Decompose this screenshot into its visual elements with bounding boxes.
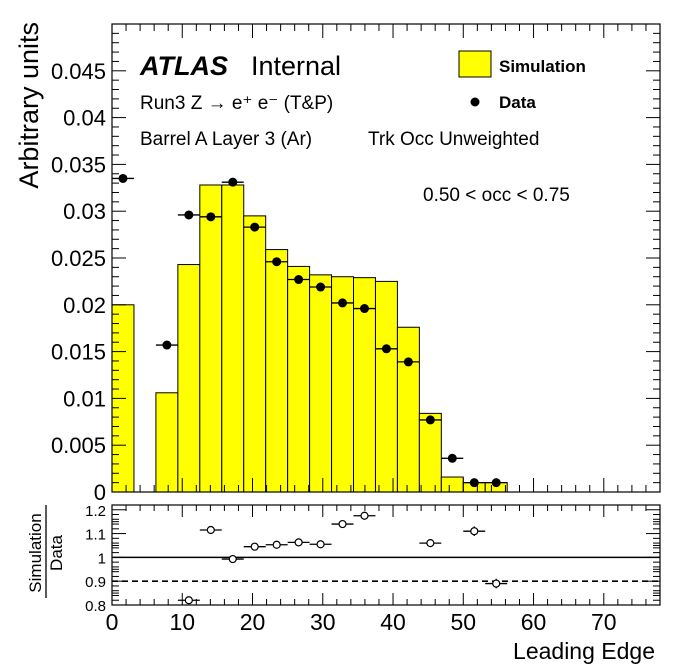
- y-tick-label: 0.015: [51, 340, 106, 365]
- main-axes: 0 0.005 0.01 0.015 0.02 0.025 0.03 0.035 0.04 0.0…: [51, 23, 661, 505]
- simulation-bar: [221, 184, 245, 493]
- simulation-bar: [265, 249, 289, 493]
- ratio-reference-lines: [112, 556, 660, 582]
- simulation-bar: [309, 274, 333, 493]
- ratio-y-axis-label: Simulation Data: [26, 505, 66, 598]
- detector-label: Barrel A Layer 3 (Ar): [140, 129, 312, 150]
- data-point: [491, 478, 501, 488]
- ratio-point: [228, 554, 237, 564]
- status-label: Internal: [251, 51, 341, 81]
- legend-data-marker: [470, 97, 480, 107]
- simulation-bar: [331, 276, 355, 493]
- data-point: [184, 210, 194, 220]
- x-tick-label: 50: [450, 609, 476, 635]
- ratio-point: [338, 519, 347, 529]
- data-point: [425, 415, 435, 425]
- simulation-bar: [243, 215, 267, 493]
- data-point: [294, 275, 304, 285]
- ratio-frame: [111, 504, 661, 606]
- data-point: [469, 478, 479, 488]
- simulation-bar: [287, 265, 311, 493]
- ratio-point: [250, 542, 259, 551]
- data-point: [250, 222, 260, 232]
- ratio-y-tick-label: 0.8: [85, 598, 106, 615]
- data-point: [381, 344, 391, 354]
- data-points: [112, 173, 508, 488]
- y-tick-label: 0.045: [51, 59, 106, 84]
- x-axis-label: Leading Edge: [513, 638, 655, 664]
- simulation-bar: [155, 392, 179, 493]
- y-tick-label: 0.04: [63, 106, 106, 131]
- y-tick-label: 0.025: [51, 246, 106, 271]
- ratio-point: [492, 579, 501, 588]
- data-point: [359, 304, 369, 314]
- y-tick-label: 0.01: [63, 386, 106, 411]
- x-tick-label: 40: [380, 609, 406, 635]
- occupancy-label: 0.50 < occ < 0.75: [423, 185, 570, 206]
- x-tick-label: 30: [310, 609, 336, 635]
- ratio-ylabel-denominator: Data: [47, 535, 66, 571]
- ratio-point: [470, 527, 479, 536]
- data-point: [228, 177, 238, 187]
- ratio-point: [294, 538, 303, 547]
- ratio-y-tick-label: 1: [98, 550, 106, 567]
- ratio-y-tick-label: 0.9: [85, 574, 106, 591]
- ratio-axes: 0.8 0.9 1 1.1 1.2 0 10 20 30 40 50 60 70: [85, 503, 661, 635]
- data-point: [272, 257, 282, 267]
- y-tick-label: 0.005: [51, 433, 106, 458]
- ratio-point: [426, 538, 435, 548]
- ratio-panel: 0.8 0.9 1 1.1 1.2 0 10 20 30 40 50 60 70 Simulation …: [26, 503, 661, 664]
- legend-simulation-swatch: [458, 50, 492, 78]
- data-point: [206, 212, 216, 222]
- legend-data-label: Data: [499, 93, 536, 112]
- ratio-point: [184, 596, 193, 605]
- simulation-bar: [199, 184, 223, 493]
- main-panel: 0 0.005 0.01 0.015 0.02 0.025 0.03 0.035 0.04 0.0…: [14, 22, 661, 505]
- y-axis-label: Arbitrary units: [14, 22, 44, 189]
- data-point: [162, 340, 172, 350]
- legend: Simulation Data: [458, 50, 586, 112]
- atlas-label: ATLAS: [139, 51, 228, 81]
- simulation-bar: [440, 476, 464, 493]
- ratio-y-tick-label: 1.2: [85, 503, 106, 520]
- ratio-point: [360, 511, 369, 520]
- ratio-points: [177, 511, 508, 605]
- ratio-point: [272, 540, 281, 549]
- y-tick-label: 0.035: [51, 152, 106, 177]
- x-tick-label: 0: [106, 609, 119, 635]
- x-tick-label: 20: [240, 609, 266, 635]
- data-point: [316, 282, 326, 292]
- simulation-bar: [374, 280, 398, 493]
- simulation-bar: [396, 326, 420, 493]
- data-point: [403, 357, 413, 367]
- x-tick-label: 60: [521, 609, 547, 635]
- simulation-bar: [418, 412, 442, 493]
- simulation-bar: [177, 264, 201, 493]
- data-point: [118, 173, 128, 183]
- ratio-point: [316, 540, 325, 549]
- data-point: [338, 298, 348, 308]
- ratio-point: [206, 525, 215, 535]
- ratio-ylabel-numerator: Simulation: [26, 513, 45, 592]
- y-tick-label: 0: [94, 480, 106, 505]
- data-point: [447, 453, 457, 463]
- legend-simulation-label: Simulation: [499, 57, 586, 76]
- x-tick-label: 10: [169, 609, 195, 635]
- process-label: Run3 Z → e⁺ e⁻ (T&P): [140, 93, 333, 114]
- y-tick-label: 0.03: [63, 199, 106, 224]
- ratio-y-tick-label: 1.1: [85, 527, 106, 544]
- weighting-label: Trk Occ Unweighted: [368, 129, 539, 150]
- x-tick-label: 70: [591, 609, 617, 635]
- simulation-histogram: [111, 184, 508, 493]
- y-tick-label: 0.02: [63, 293, 106, 318]
